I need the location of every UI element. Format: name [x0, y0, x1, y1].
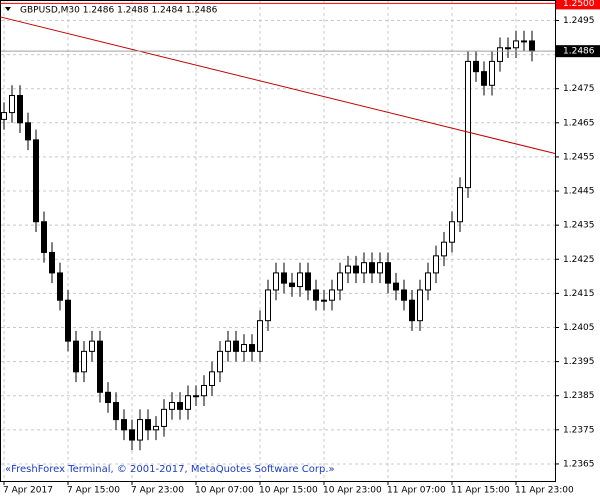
x-tick-label: 10 Apr 07:00: [195, 486, 254, 496]
candle-body: [425, 272, 431, 291]
candle-body: [441, 241, 447, 257]
candle-body: [297, 272, 303, 288]
y-tick-label: 1.2495: [563, 16, 595, 26]
y-tick-label: 1.2415: [563, 289, 595, 299]
candle-body: [473, 60, 479, 73]
x-tick-label: 7 Apr 2017: [3, 486, 53, 496]
x-tick-label: 7 Apr 23:00: [131, 486, 184, 496]
alert-label-box: [556, 0, 600, 10]
y-tick-label: 1.2425: [563, 255, 595, 265]
candle-body: [305, 272, 311, 291]
candle-body: [401, 289, 407, 301]
x-tick-label: 11 Apr 23:00: [515, 486, 574, 496]
candle-body: [201, 384, 207, 397]
candle-body: [137, 419, 143, 441]
y-tick-label: 1.2465: [563, 118, 595, 128]
candle-body: [17, 95, 23, 124]
candle-body: [209, 371, 215, 386]
candle-body: [169, 402, 175, 410]
price-label: 1.2486: [563, 47, 595, 57]
chart-title: GBPUSD,M30 1.2486 1.2488 1.2484 1.2486: [20, 6, 218, 16]
candle-body: [489, 60, 495, 86]
candle-body: [217, 350, 223, 373]
candle-body: [505, 47, 511, 50]
candle-body: [497, 47, 503, 62]
candle-body: [481, 71, 487, 86]
candle-body: [41, 221, 47, 253]
candle-body: [233, 340, 239, 352]
x-tick-label: 11 Apr 15:00: [451, 486, 510, 496]
candle-body: [153, 425, 159, 431]
candle-body: [273, 272, 279, 291]
candle-body: [369, 262, 375, 274]
candle-body: [225, 340, 231, 352]
candle-body: [361, 262, 367, 274]
x-tick-label: 10 Apr 23:00: [323, 486, 382, 496]
candle-body: [193, 395, 199, 398]
candle-body: [81, 350, 87, 373]
candle-body: [409, 299, 415, 322]
candle-body: [33, 139, 39, 223]
candle-body: [289, 282, 295, 288]
candle-body: [105, 391, 111, 404]
candle-body: [337, 272, 343, 291]
title-arrow: [5, 7, 11, 11]
candle-body: [49, 251, 55, 274]
y-tick-label: 1.2435: [563, 221, 595, 231]
candle-body: [321, 299, 327, 302]
candle-body: [249, 344, 255, 352]
footer: «FreshForex Terminal, © 2001-2017, MetaQ…: [5, 464, 335, 475]
candle-body: [385, 262, 391, 284]
price-label-box: [556, 45, 600, 58]
candle-body: [185, 395, 191, 410]
y-tick-label: 1.2475: [563, 84, 595, 94]
candle-body: [449, 221, 455, 243]
candle-body: [65, 299, 71, 342]
candle-body: [329, 289, 335, 301]
candle-body: [1, 112, 7, 120]
candle-body: [377, 262, 383, 274]
y-tick-label: 1.2395: [563, 357, 595, 367]
x-tick-label: 7 Apr 15:00: [67, 486, 120, 496]
trend-line: [0, 16, 556, 154]
candle-body: [417, 289, 423, 322]
candle-body: [145, 419, 151, 431]
candle-body: [433, 255, 439, 274]
candle-body: [161, 408, 167, 427]
candle-body: [521, 40, 527, 43]
y-tick-label: 1.2405: [563, 323, 595, 333]
candle-body: [121, 419, 127, 431]
candle-body: [265, 289, 271, 322]
candle-body: [465, 60, 471, 189]
candle-body: [57, 272, 63, 301]
candle-body: [25, 122, 31, 141]
candle-body: [129, 429, 135, 441]
candle-body: [457, 187, 463, 223]
candle-body: [113, 402, 119, 421]
candle-body: [393, 282, 399, 291]
y-tick-label: 1.2375: [563, 425, 595, 435]
candle-body: [257, 320, 263, 352]
candle-body: [313, 289, 319, 301]
candle-body: [9, 95, 15, 114]
y-tick-label: 1.2455: [563, 152, 595, 162]
candle-body: [513, 40, 519, 49]
y-tick-label: 1.2365: [563, 459, 595, 469]
candle-body: [241, 344, 247, 352]
candle-body: [177, 402, 183, 410]
candle-body: [73, 340, 79, 373]
x-tick-label: 11 Apr 07:00: [387, 486, 446, 496]
candle-body: [353, 265, 359, 274]
x-tick-label: 10 Apr 15:00: [259, 486, 318, 496]
y-tick-label: 1.2445: [563, 187, 595, 197]
alert-label: 1.2500: [563, 0, 595, 9]
candle-body: [529, 40, 535, 52]
plot-frame: [0, 0, 556, 482]
candle-body: [89, 340, 95, 352]
candle-body: [281, 272, 287, 284]
candle-body: [97, 340, 103, 393]
y-tick-label: 1.2385: [563, 391, 595, 401]
candle-body: [345, 265, 351, 274]
